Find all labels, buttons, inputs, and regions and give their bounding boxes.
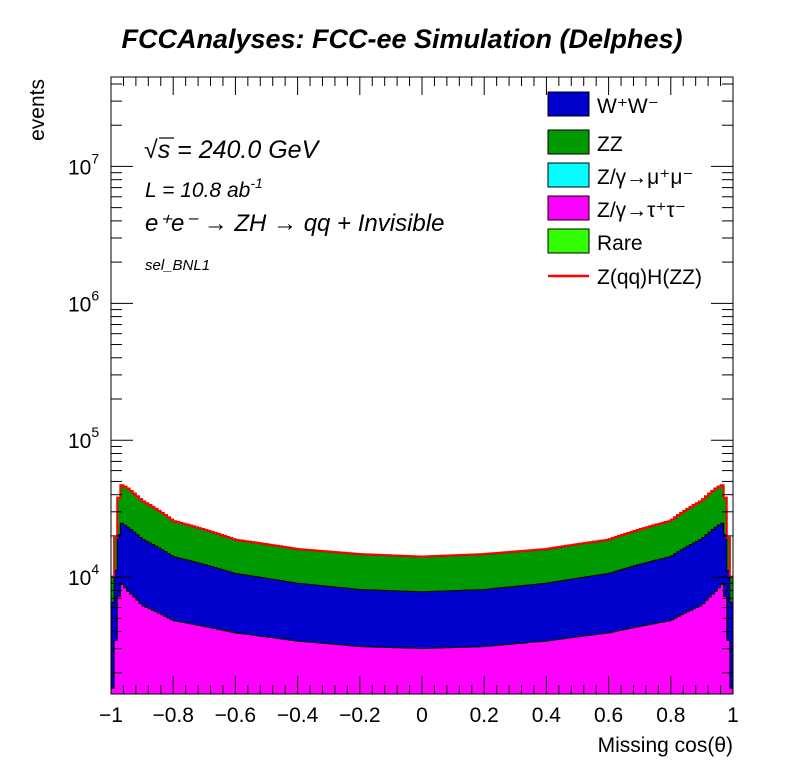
x-tick-label: 1 bbox=[727, 704, 739, 727]
y-axis-ticks: 104 105 106 107 bbox=[68, 83, 733, 674]
legend-label: Z/γ→μ⁺μ⁻ bbox=[597, 166, 694, 189]
x-axis-label: Missing cos(θ) bbox=[598, 734, 733, 757]
legend-label: Z(qq)H(ZZ) bbox=[597, 266, 702, 289]
legend-swatch bbox=[547, 91, 590, 117]
x-tick-label: −0.6 bbox=[215, 704, 256, 727]
legend-label: W⁺W⁻ bbox=[597, 95, 659, 118]
x-tick-label: −0.2 bbox=[339, 704, 380, 727]
y-tick-label: 105 bbox=[68, 424, 99, 453]
selection-annotation: sel_BNL1 bbox=[145, 257, 210, 274]
y-tick-label: 104 bbox=[68, 561, 99, 590]
annotations: √s = 240.0 GeV L = 10.8 ab-1 e⁺e⁻ → ZH →… bbox=[144, 136, 444, 274]
y-tick-label: 107 bbox=[68, 150, 99, 179]
overlay-line bbox=[111, 484, 733, 578]
x-tick-label: 0.8 bbox=[656, 704, 685, 727]
legend-label: ZZ bbox=[597, 133, 623, 156]
luminosity-annotation: L = 10.8 ab-1 bbox=[145, 175, 263, 202]
x-tick-label: −1 bbox=[99, 704, 123, 727]
x-tick-label: 0 bbox=[416, 704, 428, 727]
chart-title: FCCAnalyses: FCC-ee Simulation (Delphes) bbox=[121, 24, 682, 54]
process-annotation: e⁺e⁻ → ZH → qq + Invisible bbox=[145, 210, 444, 237]
signal-overlay bbox=[111, 484, 733, 578]
legend-swatch bbox=[547, 129, 590, 155]
legend-swatch bbox=[547, 195, 590, 221]
x-axis-ticks: −1 −0.8 −0.6 −0.4 −0.2 0 0.2 0.4 0.6 0.8 1 bbox=[99, 77, 739, 727]
stacked-histograms bbox=[110, 485, 734, 695]
legend: W⁺W⁻ ZZ Z/γ→μ⁺μ⁻ Z/γ→τ⁺τ⁻ Rare Z(qq)H(ZZ) bbox=[547, 91, 702, 289]
legend-swatch bbox=[547, 228, 590, 254]
x-tick-label: −0.4 bbox=[277, 704, 319, 727]
legend-label: Rare bbox=[597, 232, 643, 255]
x-tick-label: −0.8 bbox=[152, 704, 193, 727]
x-tick-label: 0.4 bbox=[532, 704, 562, 727]
stack-series-1 bbox=[110, 583, 734, 695]
legend-swatch bbox=[547, 162, 590, 188]
sqrt-s-annotation: √s = 240.0 GeV bbox=[144, 136, 321, 164]
x-tick-label: 0.2 bbox=[470, 704, 499, 727]
legend-label: Z/γ→τ⁺τ⁻ bbox=[597, 199, 686, 222]
y-axis-label: events bbox=[26, 79, 49, 141]
x-tick-label: 0.6 bbox=[594, 704, 623, 727]
y-tick-label: 106 bbox=[68, 287, 99, 316]
